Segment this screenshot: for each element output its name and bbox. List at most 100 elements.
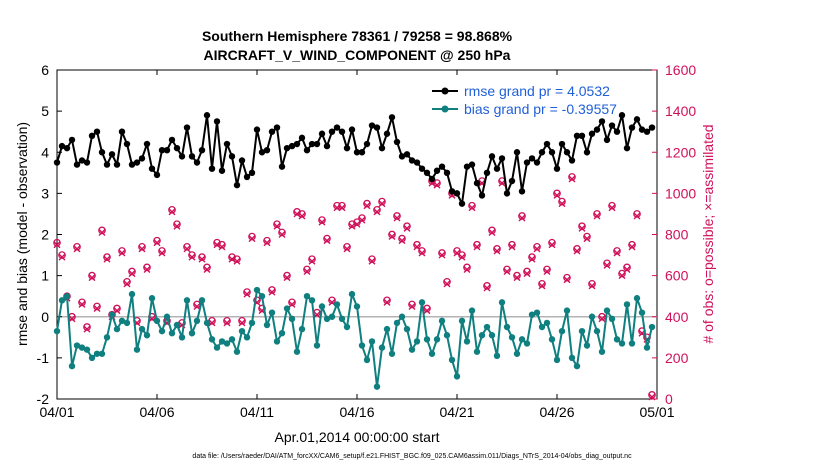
rmse-point bbox=[488, 153, 496, 160]
bias-point bbox=[538, 323, 546, 331]
bias-point bbox=[443, 332, 451, 339]
possible-obs-point bbox=[248, 232, 256, 241]
possible-obs-point bbox=[173, 220, 181, 229]
assimilated-obs-point bbox=[608, 204, 616, 212]
bias-point bbox=[158, 327, 166, 335]
possible-obs-point bbox=[168, 205, 176, 214]
possible-obs-point bbox=[308, 255, 316, 264]
assimilated-obs-point bbox=[403, 224, 411, 232]
rmse-point bbox=[173, 144, 181, 152]
y-right-tick-label: 0 bbox=[665, 391, 673, 407]
assimilated-obs-point bbox=[123, 280, 131, 288]
rmse-point bbox=[158, 146, 166, 154]
rmse-point bbox=[198, 146, 206, 154]
assimilated-obs-point bbox=[88, 274, 96, 282]
x-axis-label: Apr.01,2014 00:00:00 start bbox=[274, 429, 439, 445]
assimilated-obs-point bbox=[568, 175, 576, 183]
rmse-point bbox=[508, 177, 516, 185]
assimilated-obs-point bbox=[243, 290, 251, 298]
assimilated-obs-point bbox=[213, 241, 221, 249]
rmse-point bbox=[58, 142, 66, 150]
assimilated-obs-point bbox=[493, 247, 501, 255]
rmse-point bbox=[103, 161, 111, 168]
rmse-point bbox=[108, 151, 116, 158]
rmse-point bbox=[113, 161, 121, 168]
rmse-point bbox=[333, 124, 341, 131]
rmse-series bbox=[53, 112, 656, 208]
bias-point bbox=[213, 344, 221, 351]
assimilated-obs-point bbox=[553, 191, 561, 199]
rmse-point bbox=[153, 171, 161, 179]
assimilated-obs-point bbox=[333, 204, 341, 212]
assimilated-obs-point bbox=[293, 210, 301, 218]
rmse-point bbox=[638, 126, 646, 133]
assimilated-obs-point bbox=[603, 261, 611, 269]
bias-point bbox=[183, 297, 191, 304]
rmse-point bbox=[568, 157, 576, 164]
rmse-point bbox=[433, 167, 441, 174]
assimilated-obs-point bbox=[203, 265, 211, 273]
assimilated-obs-point bbox=[618, 272, 626, 280]
chart-subtitle: AIRCRAFT_V_WIND_COMPONENT @ 250 hPa bbox=[204, 47, 511, 63]
assimilated-obs-point bbox=[298, 212, 306, 220]
assimilated-obs-point bbox=[488, 228, 496, 236]
assimilated-obs-point bbox=[503, 268, 511, 276]
assimilated-obs-point bbox=[363, 202, 371, 210]
bias-point bbox=[573, 362, 581, 370]
rmse-point bbox=[183, 124, 191, 131]
bias-point bbox=[648, 323, 656, 331]
possible-obs-point bbox=[578, 222, 586, 231]
rmse-point bbox=[623, 144, 631, 152]
rmse-point bbox=[263, 146, 271, 154]
bias-point bbox=[83, 346, 91, 353]
assimilated-obs-point bbox=[98, 228, 106, 236]
bias-point bbox=[513, 350, 521, 357]
bias-point bbox=[153, 317, 161, 325]
possible-obs-point bbox=[93, 302, 101, 311]
assimilated-obs-point bbox=[168, 208, 176, 216]
possible-obs-point bbox=[438, 249, 446, 257]
y-tick-label: -2 bbox=[37, 391, 50, 407]
bias-point bbox=[388, 350, 396, 357]
possible-obs-point bbox=[88, 271, 96, 280]
rmse-point bbox=[563, 149, 571, 156]
bias-point bbox=[488, 332, 496, 339]
assimilated-obs-point bbox=[443, 280, 451, 288]
rmse-point bbox=[298, 134, 306, 142]
y-tick-label: 4 bbox=[41, 144, 49, 160]
x-tick-label: 05/01 bbox=[639, 404, 674, 420]
rmse-point bbox=[648, 124, 656, 131]
bias-point bbox=[348, 290, 356, 298]
rmse-point bbox=[353, 149, 361, 156]
bias-point bbox=[293, 348, 301, 355]
possible-obs-point bbox=[283, 271, 291, 280]
bias-point bbox=[638, 309, 646, 316]
rmse-point bbox=[193, 159, 201, 166]
x-tick-label: 04/01 bbox=[39, 404, 74, 420]
assimilated-obs-point bbox=[378, 200, 386, 208]
rmse-point bbox=[258, 149, 266, 156]
bias-point bbox=[308, 297, 316, 304]
rmse-point bbox=[243, 173, 251, 181]
x-tick-label: 04/06 bbox=[139, 404, 174, 420]
possible-obs-point bbox=[493, 245, 501, 253]
assimilated-obs-point bbox=[633, 212, 641, 220]
bias-point bbox=[338, 315, 346, 323]
bias-point bbox=[333, 301, 341, 308]
possible-obs-point bbox=[123, 277, 131, 286]
possible-obs-point bbox=[368, 255, 376, 264]
rmse-point bbox=[238, 157, 246, 164]
bias-point bbox=[318, 303, 326, 310]
assimilated-obs-point bbox=[343, 245, 351, 253]
possible-obs-point bbox=[268, 286, 276, 294]
assimilated-obs-point bbox=[273, 222, 281, 230]
assimilated-obs-point bbox=[338, 204, 346, 212]
assimilated-obs-point bbox=[288, 300, 296, 308]
bias-point bbox=[483, 323, 491, 331]
rmse-point bbox=[78, 157, 86, 164]
rmse-point bbox=[583, 149, 591, 156]
bias-point bbox=[408, 346, 416, 353]
rmse-point bbox=[308, 140, 316, 148]
possible-obs-point bbox=[118, 247, 126, 255]
possible-obs-point bbox=[623, 263, 631, 272]
